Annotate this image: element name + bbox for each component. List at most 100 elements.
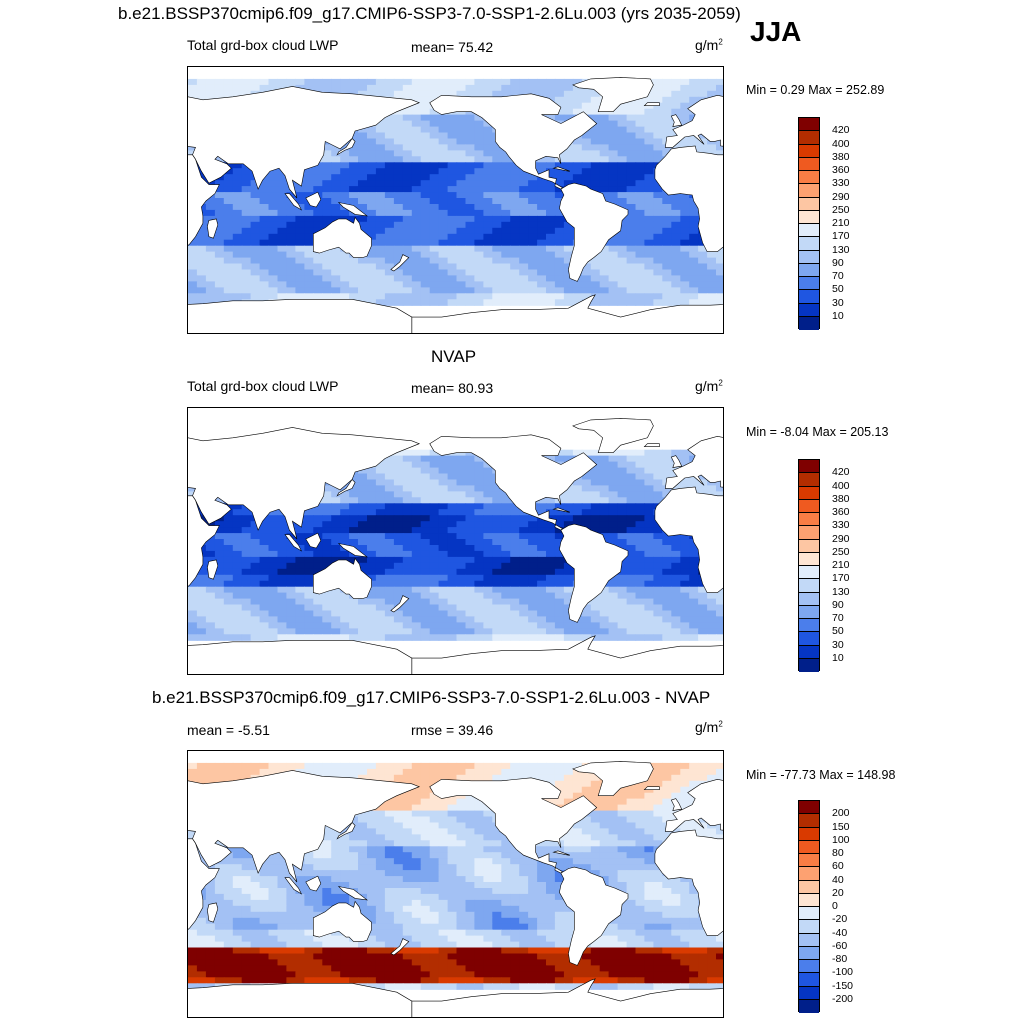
colorbar-tick-label: 50 — [832, 625, 844, 637]
colorbar-tick-label: 250 — [832, 203, 850, 216]
map-plot — [188, 418, 723, 674]
colorbar-box — [799, 552, 819, 566]
colorbar-box — [799, 827, 819, 841]
colorbar-tick-label: 400 — [832, 479, 850, 492]
colorbar-tick-label: 70 — [832, 269, 844, 282]
colorbar-tick-label: 10 — [832, 309, 844, 322]
colorbar — [798, 800, 820, 1013]
colorbar-box — [799, 539, 819, 553]
colorbar-tick-label: 30 — [832, 296, 844, 309]
colorbar-tick-label: 130 — [832, 243, 850, 256]
field-label: Total grd-box cloud LWP — [187, 37, 339, 53]
colorbar-tick-label: 420 — [832, 124, 850, 136]
colorbar-box — [799, 144, 819, 158]
colorbar — [798, 117, 820, 330]
colorbar-box — [799, 973, 819, 987]
colorbar-tick-label: -60 — [832, 939, 848, 952]
min-max-label: Min = -8.04 Max = 205.13 — [746, 425, 889, 439]
continent-outlines — [188, 418, 723, 674]
units-label: g/m2 — [695, 719, 723, 735]
min-max-label: Min = 0.29 Max = 252.89 — [746, 83, 885, 97]
colorbar-tick-label: 20 — [832, 886, 844, 899]
colorbar-tick-label: -150 — [832, 979, 854, 992]
colorbar-box — [799, 263, 819, 277]
colorbar-box — [799, 303, 819, 317]
continent-outlines — [188, 761, 723, 1017]
mean-label: mean= 75.42 — [411, 39, 494, 55]
units-label: g/m2 — [695, 37, 723, 53]
colorbar-tick-label: 170 — [832, 230, 850, 242]
colorbar-tick-label: 360 — [832, 505, 850, 518]
colorbar-box — [799, 814, 819, 828]
colorbar-box — [799, 854, 819, 868]
colorbar-box — [799, 499, 819, 513]
map-plot — [188, 77, 723, 333]
colorbar-box — [799, 473, 819, 487]
colorbar-box — [799, 592, 819, 606]
colorbar-box — [799, 619, 819, 633]
colorbar-box — [799, 579, 819, 593]
colorbar-tick-label: -40 — [832, 926, 848, 939]
units-label: g/m2 — [695, 378, 723, 394]
colorbar-box — [799, 880, 819, 894]
colorbar-tick-label: 210 — [832, 558, 850, 571]
colorbar-box — [799, 157, 819, 171]
colorbar-tick-label: 330 — [832, 177, 850, 189]
colorbar-tick-label: 210 — [832, 216, 850, 229]
min-max-label: Min = -77.73 Max = 148.98 — [746, 768, 896, 782]
colorbar-box — [799, 632, 819, 646]
colorbar-box — [799, 566, 819, 580]
colorbar-box — [799, 290, 819, 304]
colorbar-tick-label: 0 — [832, 899, 838, 912]
colorbar-tick-label: 170 — [832, 572, 850, 584]
colorbar-tick-label: 10 — [832, 651, 844, 664]
panel-title: b.e21.BSSP370cmip6.f09_g17.CMIP6-SSP3-7.… — [152, 688, 711, 707]
colorbar-tick-label: 290 — [832, 190, 850, 203]
colorbar-tick-label: -20 — [832, 913, 848, 925]
colorbar-tick-label: 70 — [832, 611, 844, 624]
colorbar-box — [799, 960, 819, 974]
colorbar-tick-label: -200 — [832, 992, 854, 1005]
colorbar-box — [799, 250, 819, 264]
colorbar-tick-label: 150 — [832, 820, 850, 833]
colorbar-box — [799, 605, 819, 619]
colorbar-box — [799, 197, 819, 211]
colorbar-box — [799, 316, 819, 330]
colorbar-tick-label: 290 — [832, 532, 850, 545]
colorbar-box — [799, 986, 819, 1000]
colorbar-box — [799, 118, 819, 132]
colorbar-tick-label: 60 — [832, 860, 844, 872]
colorbar-tick-label: 250 — [832, 545, 850, 558]
map-panel-difference — [187, 750, 724, 1018]
colorbar-tick-label: 100 — [832, 833, 850, 846]
colorbar-box — [799, 893, 819, 907]
colorbar-tick-label: 400 — [832, 137, 850, 150]
colorbar-box — [799, 645, 819, 659]
colorbar-tick-label: 360 — [832, 163, 850, 176]
colorbar-tick-label: 30 — [832, 638, 844, 651]
colorbar-box — [799, 460, 819, 474]
colorbar-box — [799, 840, 819, 854]
colorbar-box — [799, 999, 819, 1013]
continent-outlines — [188, 77, 723, 333]
colorbar-box — [799, 513, 819, 527]
colorbar-tick-label: -100 — [832, 966, 854, 978]
mean-label: mean = -5.51 — [187, 722, 270, 738]
colorbar-tick-label: 200 — [832, 807, 850, 819]
colorbar — [798, 459, 820, 672]
colorbar-tick-label: 50 — [832, 283, 844, 295]
colorbar-box — [799, 867, 819, 881]
mean-label: mean= 80.93 — [411, 380, 494, 396]
season-label: JJA — [750, 16, 802, 47]
panel-title: b.e21.BSSP370cmip6.f09_g17.CMIP6-SSP3-7.… — [118, 4, 741, 23]
colorbar-tick-label: 380 — [832, 492, 850, 505]
colorbar-box — [799, 933, 819, 947]
colorbar-box — [799, 526, 819, 540]
colorbar-tick-label: 130 — [832, 585, 850, 598]
field-label: Total grd-box cloud LWP — [187, 378, 339, 394]
colorbar-tick-label: 330 — [832, 519, 850, 531]
colorbar-tick-label: 420 — [832, 466, 850, 478]
colorbar-tick-label: 90 — [832, 256, 844, 269]
map-plot — [188, 761, 723, 1017]
colorbar-tick-label: -80 — [832, 952, 848, 965]
